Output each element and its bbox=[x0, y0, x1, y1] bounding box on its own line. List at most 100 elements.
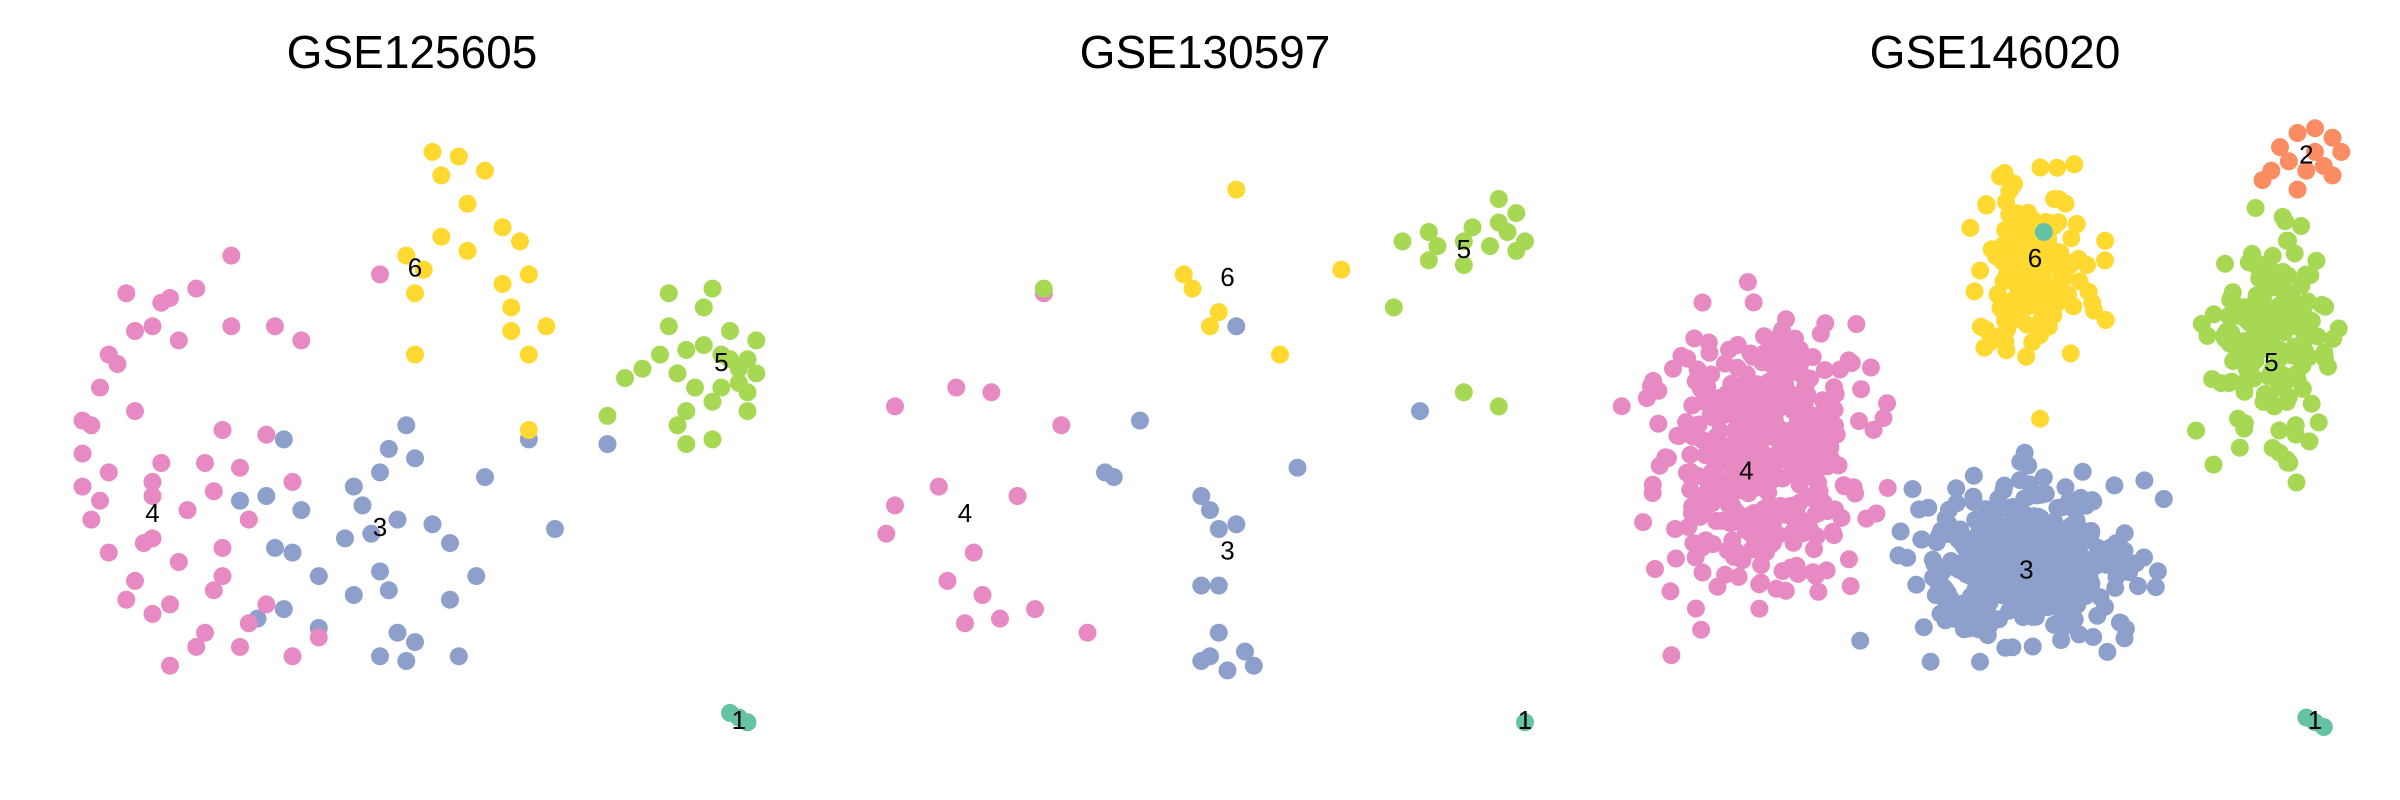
point-cluster-4 bbox=[1750, 599, 1769, 618]
point-cluster-4 bbox=[1733, 387, 1751, 406]
point-cluster-4 bbox=[73, 411, 92, 430]
point-cluster-4 bbox=[99, 543, 118, 562]
point-cluster-3 bbox=[1411, 402, 1429, 421]
scatter-points bbox=[877, 180, 1534, 732]
point-cluster-5 bbox=[668, 416, 687, 435]
point-cluster-4 bbox=[1612, 397, 1631, 416]
point-cluster-4 bbox=[266, 317, 284, 336]
point-cluster-6 bbox=[406, 345, 424, 364]
point-cluster-6 bbox=[1209, 303, 1228, 322]
point-cluster-3 bbox=[1981, 563, 2000, 582]
point-cluster-4 bbox=[1681, 417, 1700, 436]
point-cluster-3 bbox=[2146, 578, 2165, 597]
point-cluster-3 bbox=[2129, 577, 2147, 595]
point-cluster-4 bbox=[1825, 400, 1844, 419]
point-cluster-4 bbox=[143, 487, 162, 505]
point-cluster-6 bbox=[493, 218, 512, 237]
point-cluster-5 bbox=[2292, 217, 2311, 235]
point-cluster-6 bbox=[1982, 240, 2001, 259]
point-cluster-5 bbox=[2253, 303, 2272, 322]
point-cluster-4 bbox=[108, 355, 127, 373]
point-cluster-4 bbox=[1878, 394, 1897, 413]
point-cluster-4 bbox=[1757, 543, 1775, 562]
point-cluster-2 bbox=[2323, 166, 2342, 185]
point-cluster-4 bbox=[91, 491, 109, 510]
point-cluster-4 bbox=[1634, 513, 1653, 532]
point-cluster-4 bbox=[126, 322, 144, 340]
point-cluster-5 bbox=[2204, 305, 2223, 324]
point-cluster-4 bbox=[73, 444, 92, 463]
point-cluster-3 bbox=[423, 515, 442, 534]
point-cluster-5 bbox=[2239, 356, 2258, 374]
point-cluster-4 bbox=[1755, 344, 1774, 363]
point-cluster-4 bbox=[1789, 391, 1808, 410]
point-cluster-4 bbox=[1664, 359, 1682, 378]
point-cluster-6 bbox=[2017, 347, 2036, 366]
point-cluster-6 bbox=[2048, 158, 2067, 177]
point-cluster-4 bbox=[1850, 412, 1868, 431]
point-cluster-6 bbox=[2031, 326, 2049, 345]
cluster-label-5: 5 bbox=[2264, 347, 2278, 377]
point-cluster-5 bbox=[668, 364, 687, 383]
point-cluster-4 bbox=[1789, 508, 1807, 527]
point-cluster-4 bbox=[1815, 439, 1834, 458]
point-cluster-4 bbox=[187, 279, 206, 298]
point-cluster-4 bbox=[1839, 550, 1858, 569]
point-cluster-6 bbox=[432, 227, 451, 246]
point-cluster-3 bbox=[1192, 487, 1211, 505]
point-cluster-5 bbox=[2293, 379, 2312, 398]
point-cluster-4 bbox=[1761, 379, 1780, 398]
point-cluster-5 bbox=[2292, 276, 2311, 295]
point-cluster-5 bbox=[677, 402, 696, 421]
point-cluster-5 bbox=[1481, 237, 1499, 256]
point-cluster-4 bbox=[1801, 520, 1819, 539]
point-cluster-6 bbox=[1997, 192, 2015, 211]
point-cluster-4 bbox=[1637, 389, 1656, 408]
point-cluster-6 bbox=[458, 194, 477, 213]
point-cluster-3 bbox=[1891, 522, 1910, 541]
point-cluster-6 bbox=[2036, 297, 2055, 316]
point-cluster-3 bbox=[2073, 533, 2092, 552]
point-cluster-4 bbox=[178, 501, 197, 520]
point-cluster-4 bbox=[1751, 573, 1770, 592]
point-cluster-5 bbox=[2270, 340, 2289, 359]
point-cluster-3 bbox=[274, 430, 293, 449]
point-cluster-4 bbox=[222, 317, 241, 336]
point-cluster-2 bbox=[2253, 171, 2272, 190]
point-cluster-4 bbox=[91, 378, 109, 397]
point-cluster-6 bbox=[2018, 315, 2037, 334]
scatter-points bbox=[73, 142, 766, 732]
point-cluster-6 bbox=[1174, 265, 1193, 284]
point-cluster-6 bbox=[2061, 344, 2080, 363]
point-cluster-3 bbox=[1209, 520, 1228, 538]
point-cluster-5 bbox=[2216, 254, 2234, 273]
point-cluster-3 bbox=[2021, 581, 2040, 600]
point-cluster-1 bbox=[738, 713, 757, 732]
point-cluster-6 bbox=[1227, 180, 1246, 199]
point-cluster-3 bbox=[309, 567, 328, 586]
point-cluster-3 bbox=[344, 586, 363, 604]
point-cluster-5 bbox=[651, 345, 669, 364]
point-cluster-2 bbox=[2323, 128, 2342, 147]
panel-gse130597: GSE130597 1 3 4 5 6 bbox=[877, 26, 1534, 735]
point-cluster-4 bbox=[283, 647, 302, 666]
point-cluster-4 bbox=[1649, 414, 1668, 433]
point-cluster-4 bbox=[1661, 582, 1680, 601]
point-cluster-3 bbox=[2016, 595, 2035, 614]
point-cluster-5 bbox=[703, 392, 722, 411]
point-cluster-5 bbox=[2198, 326, 2217, 345]
point-cluster-4 bbox=[1841, 577, 1860, 596]
cluster-label-1: 1 bbox=[732, 705, 746, 735]
point-cluster-6 bbox=[397, 246, 416, 265]
point-cluster-4 bbox=[1692, 538, 1711, 557]
point-cluster-6 bbox=[476, 161, 494, 180]
point-cluster-3 bbox=[371, 562, 389, 581]
point-cluster-3 bbox=[2006, 568, 2025, 587]
point-cluster-3 bbox=[1978, 626, 1997, 645]
point-cluster-3 bbox=[257, 487, 276, 505]
point-cluster-6 bbox=[519, 421, 538, 439]
point-cluster-3 bbox=[1914, 618, 1933, 637]
point-cluster-3 bbox=[379, 439, 398, 458]
point-cluster-6 bbox=[2067, 215, 2086, 233]
point-cluster-3 bbox=[1907, 575, 1926, 594]
